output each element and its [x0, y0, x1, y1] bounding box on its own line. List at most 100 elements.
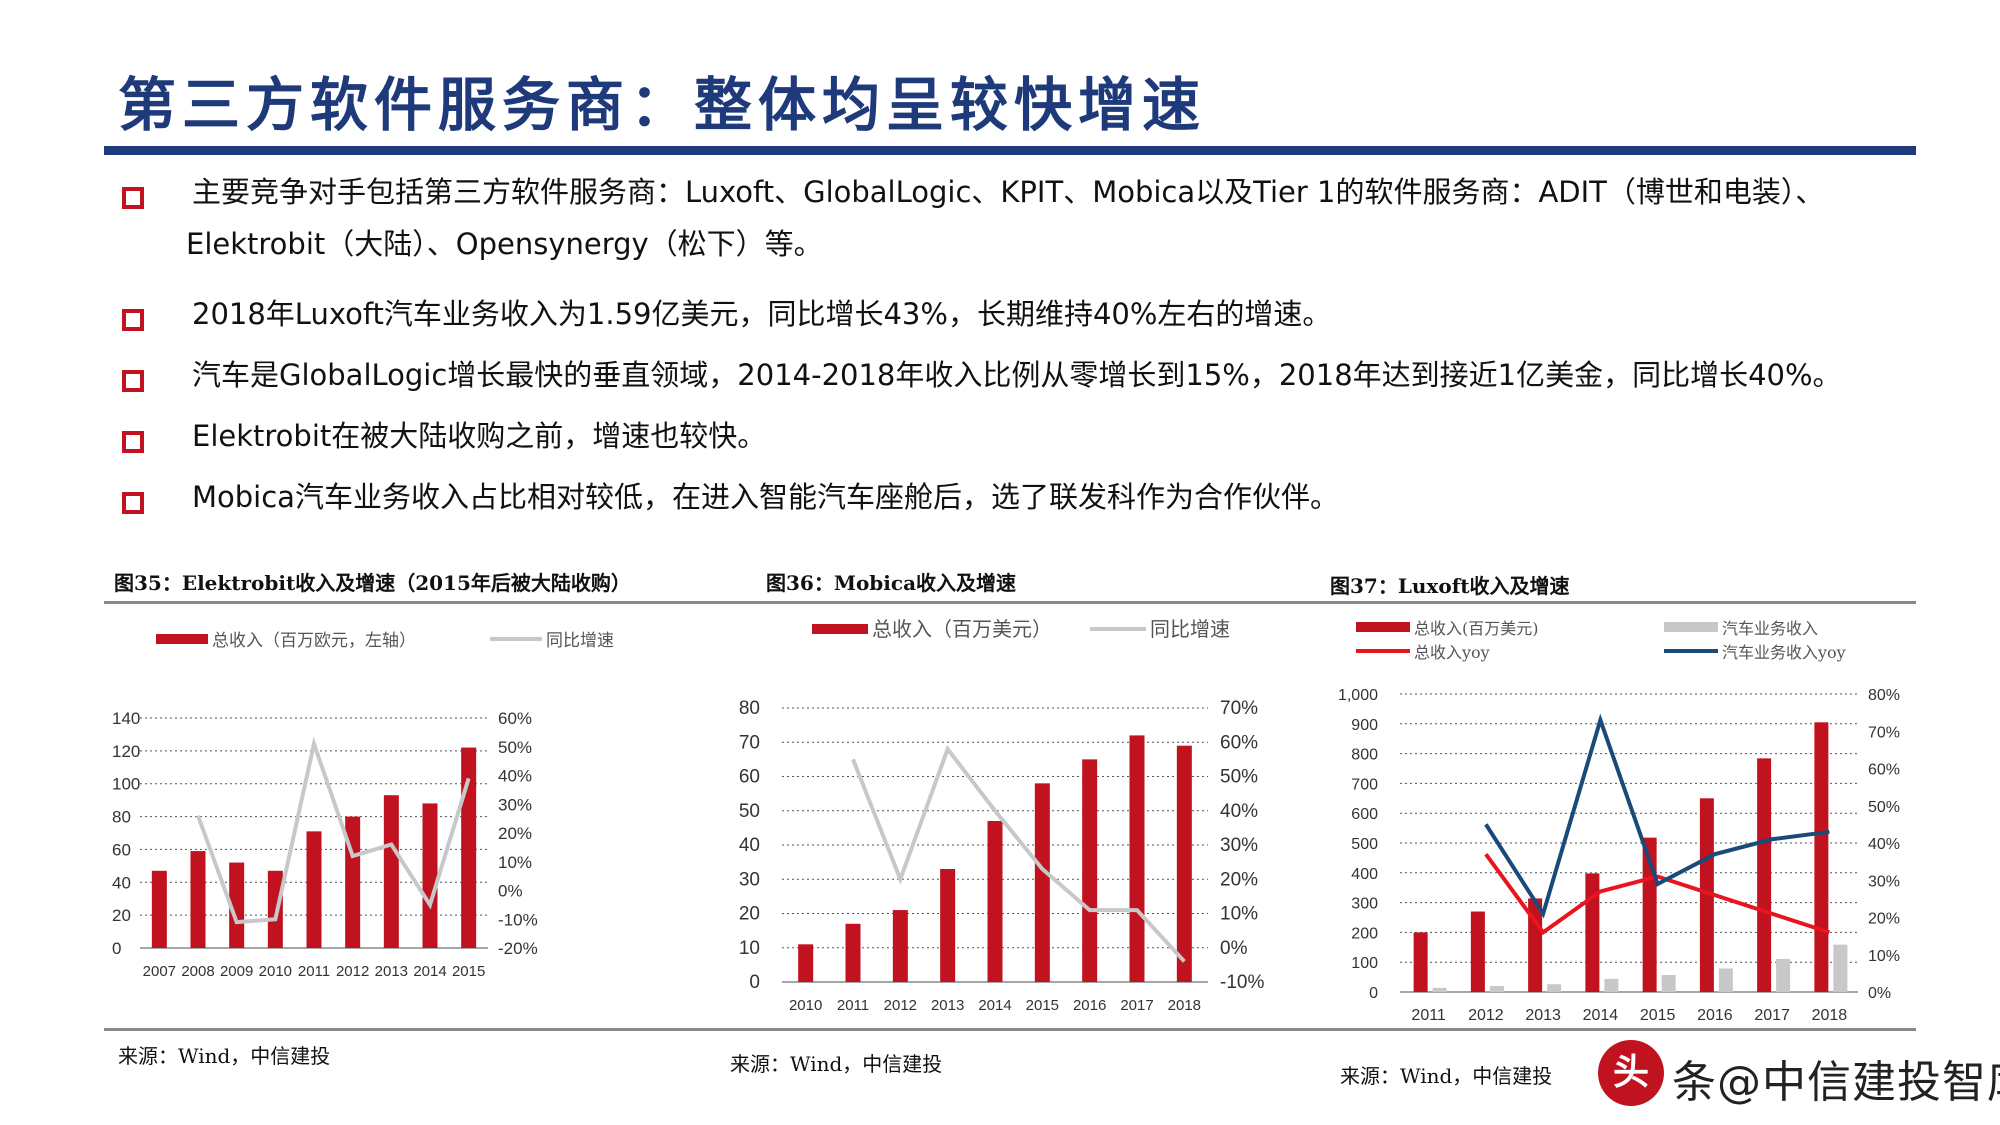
bullet-square-icon: [122, 187, 144, 209]
legend-label: 总收入（百万美元）: [872, 617, 1052, 641]
y-tick-label-right: 50%: [1220, 767, 1258, 788]
y-tick-label-right: 0%: [1220, 938, 1248, 959]
bar-primary: [1699, 798, 1714, 992]
y-tick-label-right: 40%: [1868, 836, 1900, 853]
bar-primary: [267, 870, 283, 948]
y-tick-label-left: 1,000: [1338, 687, 1378, 704]
legend-label: 汽车业务收入: [1722, 619, 1818, 638]
y-tick-label-right: 20%: [1868, 911, 1900, 928]
y-tick-label-right: 30%: [1220, 835, 1258, 856]
bar-primary: [151, 870, 167, 948]
legend-swatch: [156, 634, 208, 644]
series-line: [851, 744, 1186, 963]
y-tick-label-left: 50: [739, 801, 760, 822]
bar-primary: [1585, 873, 1600, 992]
bar-primary: [1129, 735, 1145, 982]
y-tick-label-right: 70%: [1868, 724, 1900, 741]
bar-primary: [987, 821, 1003, 982]
y-tick-label-left: 0: [1369, 985, 1378, 1002]
y-tick-label-left: 20: [739, 904, 760, 925]
series-line: [1484, 852, 1830, 936]
bar-secondary: [1432, 987, 1447, 992]
bar-primary: [422, 803, 438, 948]
luxoft-chart: 0 100 200 300 400 500 600 700 800 900 1,000 0% 10% 20…: [1338, 619, 1900, 1024]
y-tick-label-right: 40%: [1220, 801, 1258, 822]
legend-label: 总收入yoy: [1414, 643, 1490, 662]
x-tick-label: 2011: [837, 997, 869, 1014]
x-tick-label: 2018: [1168, 997, 1201, 1014]
bar-secondary: [1489, 986, 1504, 992]
y-tick-label-right: 70%: [1220, 698, 1258, 719]
x-tick-label: 2018: [1812, 1007, 1848, 1024]
y-tick-label-right: -20%: [498, 939, 538, 958]
y-tick-label-right: 0%: [1868, 985, 1891, 1002]
source-note-luxoft: 来源：Wind，中信建投: [1340, 1064, 1553, 1088]
bullet-text-line: Elektrobit（大陆）、Opensynergy（松下）等。: [186, 227, 823, 261]
y-tick-label-left: 900: [1351, 717, 1378, 734]
y-tick-label-right: 20%: [1220, 869, 1258, 890]
bullet-square-icon: [122, 370, 144, 392]
legend-swatch: [1664, 622, 1718, 632]
legend-label: 汽车业务收入yoy: [1722, 643, 1846, 662]
x-tick-label: 2011: [1411, 1007, 1446, 1024]
y-tick-label-right: 0%: [498, 882, 523, 901]
y-tick-label-left: 600: [1351, 806, 1378, 823]
y-tick-label-left: 400: [1351, 866, 1378, 883]
y-tick-label-left: 60: [112, 840, 131, 859]
x-tick-label: 2015: [1640, 1007, 1676, 1024]
watermark-text: 条@中信建投智库: [1672, 1057, 2000, 1108]
y-tick-label-left: 100: [112, 775, 140, 794]
legend-swatch: [1356, 622, 1410, 632]
x-tick-label: 2016: [1697, 1007, 1733, 1024]
figure-title-luxoft: 图37：Luxoft收入及增速: [1330, 574, 1570, 598]
bar-secondary: [1718, 968, 1733, 992]
bar-primary: [1413, 932, 1428, 992]
bullet-square-icon: [122, 309, 144, 331]
y-tick-label-right: 50%: [1868, 799, 1900, 816]
y-tick-label-left: 80: [112, 808, 131, 827]
x-tick-label: 2013: [1525, 1007, 1561, 1024]
x-tick-label: 2012: [336, 963, 369, 980]
legend-label: 同比增速: [1150, 617, 1230, 641]
x-tick-label: 2010: [259, 963, 292, 980]
y-tick-label-left: 500: [1351, 836, 1378, 853]
y-tick-label-left: 120: [112, 742, 140, 761]
y-tick-label-right: 30%: [498, 795, 532, 814]
bar-primary: [1814, 722, 1829, 992]
source-note-elektrobit: 来源：Wind，中信建投: [118, 1044, 331, 1068]
y-tick-label-left: 100: [1351, 955, 1378, 972]
bullet-square-icon: [122, 492, 144, 514]
x-tick-label: 2009: [220, 963, 253, 980]
y-tick-label-right: 10%: [498, 853, 532, 872]
y-tick-label-left: 140: [112, 709, 140, 728]
x-tick-label: 2012: [1468, 1007, 1504, 1024]
figure-title-mobica: 图36：Mobica收入及增速: [766, 571, 1017, 595]
y-tick-label-right: 60%: [1868, 762, 1900, 779]
x-tick-label: 2016: [1073, 997, 1106, 1014]
x-tick-label: 2017: [1754, 1007, 1790, 1024]
y-tick-label-right: -10%: [1220, 972, 1264, 993]
legend-label: 总收入(百万美元): [1414, 619, 1539, 638]
bar-secondary: [1604, 978, 1619, 992]
figure-top-rule: [104, 601, 1916, 604]
bullet-text: Elektrobit在被大陆收购之前，增速也较快。: [192, 419, 767, 453]
x-tick-label: 2010: [789, 997, 822, 1014]
legend-label: 总收入（百万欧元，左轴）: [212, 631, 416, 651]
x-tick-label: 2008: [181, 963, 214, 980]
bar-secondary: [1661, 975, 1676, 992]
legend-label: 同比增速: [546, 631, 614, 651]
y-tick-label-left: 40: [739, 835, 760, 856]
series-line: [1484, 713, 1830, 919]
y-tick-label-left: 0: [112, 939, 121, 958]
y-tick-label-left: 30: [739, 869, 760, 890]
y-tick-label-left: 300: [1351, 896, 1378, 913]
y-tick-label-right: -10%: [498, 910, 538, 929]
bar-primary: [1528, 898, 1543, 992]
y-tick-label-left: 70: [739, 732, 760, 753]
watermark: 头 条@中信建投智库: [1598, 1036, 2000, 1112]
y-tick-label-left: 800: [1351, 747, 1378, 764]
x-tick-label: 2013: [375, 963, 408, 980]
x-tick-label: 2015: [1026, 997, 1059, 1014]
bullet-square-icon: [122, 431, 144, 453]
bar-primary: [892, 910, 908, 982]
